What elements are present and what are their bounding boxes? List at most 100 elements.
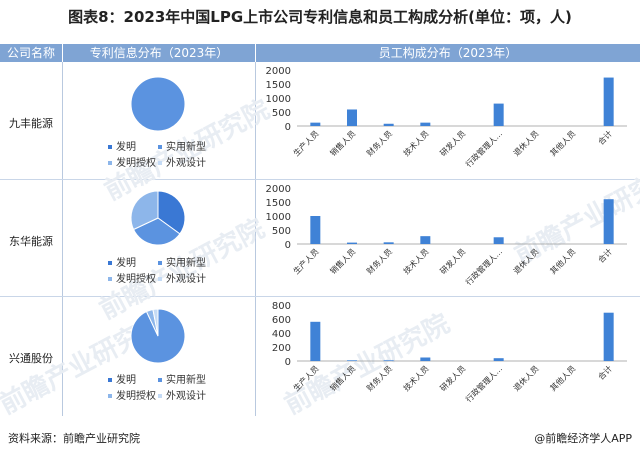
legend-swatch bbox=[108, 261, 112, 265]
y-tick-label: 0 bbox=[285, 357, 291, 368]
legend-item: 实用新型 bbox=[158, 254, 206, 269]
pie-chart bbox=[130, 190, 186, 246]
y-tick-label: 500 bbox=[272, 226, 291, 237]
source-note: 资料来源：前瞻产业研究院 bbox=[8, 432, 140, 445]
company-label: 东华能源 bbox=[9, 235, 53, 248]
pie-chart bbox=[130, 76, 186, 132]
bar bbox=[420, 357, 431, 361]
legend-swatch bbox=[108, 378, 112, 382]
divider bbox=[62, 62, 63, 416]
pie-chart bbox=[130, 308, 186, 364]
bar bbox=[603, 312, 614, 361]
legend-item: 外观设计 bbox=[158, 387, 206, 402]
x-tick-label: 行政管理人... bbox=[463, 246, 504, 287]
bar bbox=[420, 122, 431, 126]
pie-slice bbox=[130, 190, 159, 231]
bar bbox=[493, 237, 504, 244]
header-company: 公司名称 bbox=[0, 44, 62, 62]
header-staff: 员工构成分布（2023年） bbox=[256, 44, 640, 62]
bar bbox=[310, 122, 321, 126]
y-tick-label: 1500 bbox=[266, 80, 291, 91]
legend-swatch bbox=[158, 261, 162, 265]
legend-item: 外观设计 bbox=[158, 270, 206, 285]
y-tick-label: 500 bbox=[272, 108, 291, 119]
legend-label: 外观设计 bbox=[166, 274, 206, 285]
bar bbox=[347, 360, 357, 361]
x-tick-label: 其他人员 bbox=[548, 363, 578, 393]
x-tick-label: 财务人员 bbox=[364, 128, 394, 158]
bar bbox=[420, 236, 431, 244]
legend-swatch bbox=[158, 277, 162, 281]
legend-label: 实用新型 bbox=[166, 375, 206, 386]
y-tick-label: 400 bbox=[272, 329, 291, 340]
y-tick-label: 2000 bbox=[266, 66, 291, 77]
x-tick-label: 行政管理人... bbox=[463, 363, 504, 404]
bar bbox=[347, 242, 357, 244]
legend-label: 发明 bbox=[116, 142, 136, 153]
x-tick-label: 生产人员 bbox=[291, 363, 321, 393]
x-tick-label: 技术人员 bbox=[401, 128, 431, 158]
pie-slice bbox=[130, 76, 186, 132]
x-tick-label: 技术人员 bbox=[401, 363, 431, 393]
bar bbox=[347, 109, 357, 126]
x-tick-label: 其他人员 bbox=[548, 128, 578, 158]
y-tick-label: 1000 bbox=[266, 212, 291, 223]
x-tick-label: 合计 bbox=[596, 128, 614, 146]
divider bbox=[0, 296, 640, 297]
y-tick-label: 1500 bbox=[266, 198, 291, 209]
legend-swatch bbox=[108, 145, 112, 149]
legend-label: 外观设计 bbox=[166, 158, 206, 169]
x-tick-label: 生产人员 bbox=[291, 246, 321, 276]
x-tick-label: 财务人员 bbox=[364, 246, 394, 276]
bar bbox=[493, 358, 504, 361]
legend-item: 发明授权 bbox=[108, 154, 156, 169]
legend-label: 发明授权 bbox=[116, 274, 156, 285]
legend-item: 发明 bbox=[108, 138, 136, 153]
y-tick-label: 1000 bbox=[266, 94, 291, 105]
bar bbox=[493, 103, 504, 126]
x-tick-label: 行政管理人... bbox=[463, 128, 504, 169]
company-label: 九丰能源 bbox=[9, 117, 53, 130]
bar bbox=[310, 216, 321, 244]
x-tick-label: 研发人员 bbox=[438, 128, 468, 158]
legend-item: 发明授权 bbox=[108, 387, 156, 402]
x-tick-label: 退休人员 bbox=[511, 246, 541, 276]
y-tick-label: 200 bbox=[272, 343, 291, 354]
company-label: 兴通股份 bbox=[9, 352, 53, 365]
header-patent: 专利信息分布（2023年） bbox=[63, 44, 255, 62]
legend-swatch bbox=[158, 161, 162, 165]
x-tick-label: 合计 bbox=[596, 246, 614, 264]
x-tick-label: 销售人员 bbox=[328, 128, 358, 158]
y-tick-label: 2000 bbox=[266, 184, 291, 195]
pie-slice bbox=[157, 190, 186, 235]
x-tick-label: 研发人员 bbox=[438, 363, 468, 393]
brand-note: @前瞻经济学人APP bbox=[534, 432, 632, 445]
bar bbox=[383, 242, 394, 244]
x-tick-label: 合计 bbox=[596, 363, 614, 381]
x-tick-label: 退休人员 bbox=[511, 128, 541, 158]
bar bbox=[603, 199, 614, 244]
legend-label: 发明 bbox=[116, 375, 136, 386]
legend-label: 发明授权 bbox=[116, 391, 156, 402]
legend-swatch bbox=[158, 394, 162, 398]
bar-chart: 0 500 1000 1500 2000 生产人员 销售人员 财务人员 技术人员 研发人员行政管理… bbox=[266, 184, 627, 287]
y-tick-label: 800 bbox=[272, 301, 291, 312]
legend-label: 实用新型 bbox=[166, 142, 206, 153]
legend-item: 实用新型 bbox=[158, 138, 206, 153]
page-title: 图表8：2023年中国LPG上市公司专利信息和员工构成分析(单位：项，人) bbox=[68, 8, 572, 26]
x-tick-label: 财务人员 bbox=[364, 363, 394, 393]
x-tick-label: 其他人员 bbox=[548, 246, 578, 276]
pie-slice bbox=[152, 308, 159, 337]
legend-label: 实用新型 bbox=[166, 258, 206, 269]
x-tick-label: 销售人员 bbox=[328, 363, 358, 393]
legend-item: 发明 bbox=[108, 254, 136, 269]
x-tick-label: 技术人员 bbox=[401, 246, 431, 276]
x-tick-label: 生产人员 bbox=[291, 128, 321, 158]
legend-label: 发明授权 bbox=[116, 158, 156, 169]
legend-swatch bbox=[108, 161, 112, 165]
x-tick-label: 销售人员 bbox=[328, 246, 358, 276]
bar bbox=[310, 321, 321, 361]
legend-swatch bbox=[158, 378, 162, 382]
pie-slice bbox=[132, 217, 181, 246]
legend-item: 实用新型 bbox=[158, 371, 206, 386]
